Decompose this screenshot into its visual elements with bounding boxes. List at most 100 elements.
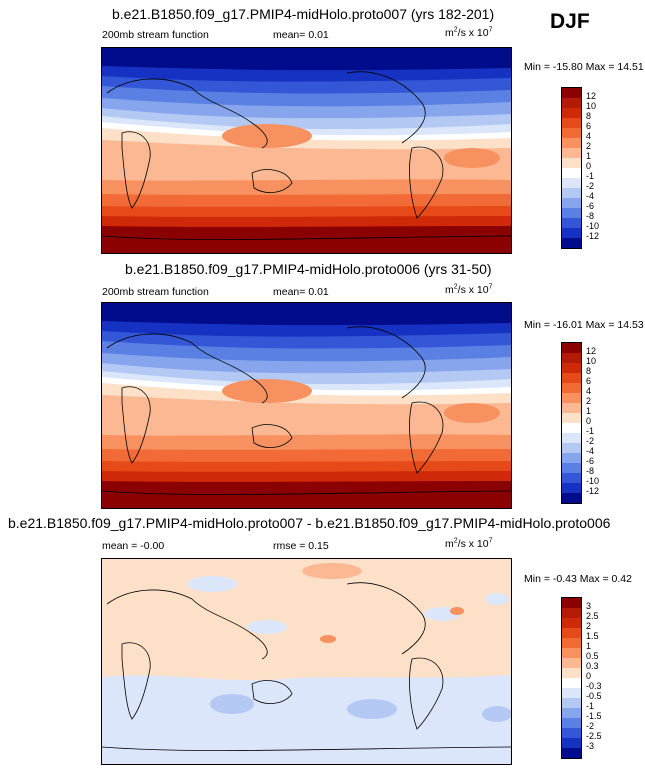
colorbar-tick-label: 12 <box>586 346 597 356</box>
anomaly-atlantic-high <box>444 148 500 168</box>
panel-2-units-label: m2/s x 107 <box>445 283 493 297</box>
panel-3-title: b.e21.B1850.f09_g17.PMIP4-midHolo.proto0… <box>8 515 611 531</box>
coast-eurasia <box>106 589 268 660</box>
colorbar-swatch <box>562 433 581 443</box>
coast-eurasia <box>106 333 268 404</box>
panel-3-map <box>101 558 512 765</box>
colorbar-tick-label: -4 <box>586 446 595 456</box>
coastlines <box>102 71 511 241</box>
panel-2-variable-label: 200mb stream function <box>102 286 209 298</box>
colorbar-tick-label: 10 <box>586 356 597 366</box>
colorbar-swatch <box>562 218 581 228</box>
colorbar-tick-label: 1 <box>586 641 592 651</box>
coastlines <box>102 326 511 496</box>
colorbar-swatch <box>562 698 581 708</box>
coast-north-america <box>346 326 426 399</box>
colorbar-swatch <box>562 493 581 503</box>
colorbar-tick-label: 0 <box>586 161 592 171</box>
colorbar-swatch <box>562 688 581 698</box>
colorbar-swatch <box>562 728 581 738</box>
diff-southern-negative <box>102 675 511 764</box>
colorbar-swatch <box>562 473 581 483</box>
panel-1-colorbar <box>561 87 582 249</box>
colorbar-tick-label: -1 <box>586 426 595 436</box>
coast-south-america <box>409 146 444 219</box>
colorbar-swatch <box>562 353 581 363</box>
colorbar-swatch <box>562 363 581 373</box>
colorbar-tick-label: -2 <box>586 721 595 731</box>
colorbar-tick-label: 0.5 <box>586 651 599 661</box>
anomaly-atlantic-high <box>444 403 500 423</box>
band-p12 <box>102 226 511 253</box>
colorbar-tick-label: -8 <box>586 211 595 221</box>
colorbar-tick-label: 12 <box>586 91 597 101</box>
band-p12 <box>102 481 511 508</box>
colorbar-tick-label: -1.5 <box>586 711 602 721</box>
colorbar-swatch <box>562 628 581 638</box>
colorbar-tick-label: 8 <box>586 111 592 121</box>
colorbar-swatch <box>562 648 581 658</box>
panel-2-title: b.e21.B1850.f09_g17.PMIP4-midHolo.proto0… <box>125 261 492 277</box>
colorbar-swatch <box>562 413 581 423</box>
panel-3-rmse-label: rmse = 0.15 <box>273 540 329 552</box>
colorbar-swatch <box>562 678 581 688</box>
colorbar-tick-label: -12 <box>586 486 600 496</box>
colorbar-swatch <box>562 228 581 238</box>
colorbar-tick-label: 2 <box>586 621 592 631</box>
colorbar-tick-label: 3 <box>586 601 592 611</box>
panel-2-minmax-label: Min = -16.01 Max = 14.53 <box>524 319 644 331</box>
colorbar-tick-label: -2 <box>586 181 595 191</box>
coastlines <box>102 582 511 752</box>
colorbar-swatch <box>562 608 581 618</box>
coast-north-america <box>346 582 426 655</box>
panel-2-mean-label: mean= 0.01 <box>273 286 329 298</box>
colorbar-tick-label: 4 <box>586 386 592 396</box>
diff-pos-nam <box>450 607 464 615</box>
colorbar-tick-label: -1 <box>586 171 595 181</box>
colorbar-tick-label: -4 <box>586 191 595 201</box>
panel-1-minmax-label: Min = -15.80 Max = 14.51 <box>524 61 644 73</box>
diff-pos-pacific <box>320 635 336 643</box>
colorbar-tick-label: 6 <box>586 376 592 386</box>
colorbar-swatch <box>562 738 581 748</box>
colorbar-tick-label: 2.5 <box>586 611 599 621</box>
colorbar-swatch <box>562 718 581 728</box>
colorbar-tick-label: 0.3 <box>586 661 599 671</box>
colorbar-swatch <box>562 748 581 758</box>
colorbar-swatch <box>562 108 581 118</box>
colorbar-swatch <box>562 403 581 413</box>
diff-neg-siberia <box>187 576 237 592</box>
coast-south-america <box>409 657 444 730</box>
colorbar-swatch <box>562 138 581 148</box>
colorbar-swatch <box>562 178 581 188</box>
diff-neg-pacific <box>347 699 397 719</box>
coast-africa <box>121 131 151 209</box>
colorbar-tick-label: 10 <box>586 101 597 111</box>
colorbar-swatch <box>562 598 581 608</box>
coast-australia <box>251 424 293 448</box>
coast-eurasia <box>106 78 268 149</box>
panel-3-map-svg <box>102 559 511 764</box>
coast-south-america <box>409 401 444 474</box>
coast-north-america <box>346 71 426 144</box>
anomaly-asia-high <box>222 124 312 148</box>
colorbar-tick-label: -6 <box>586 201 595 211</box>
colorbar-tick-label: -6 <box>586 456 595 466</box>
panel-2-map <box>101 302 512 509</box>
colorbar-tick-label: 1 <box>586 151 592 161</box>
colorbar-tick-label: 2 <box>586 396 592 406</box>
colorbar-tick-label: -10 <box>586 221 600 231</box>
colorbar-tick-label: -8 <box>586 466 595 476</box>
colorbar-swatch <box>562 668 581 678</box>
panel-2-colorbar <box>561 342 582 504</box>
coast-antarctica <box>102 490 511 496</box>
colorbar-swatch <box>562 158 581 168</box>
diff-pos-arctic <box>302 563 362 579</box>
colorbar-swatch <box>562 148 581 158</box>
panel-1-map <box>101 47 512 254</box>
colorbar-tick-label: -2 <box>586 436 595 446</box>
panel-1-title: b.e21.B1850.f09_g17.PMIP4-midHolo.proto0… <box>112 6 495 22</box>
colorbar-swatch <box>562 618 581 628</box>
colorbar-swatch <box>562 128 581 138</box>
colorbar-swatch <box>562 383 581 393</box>
